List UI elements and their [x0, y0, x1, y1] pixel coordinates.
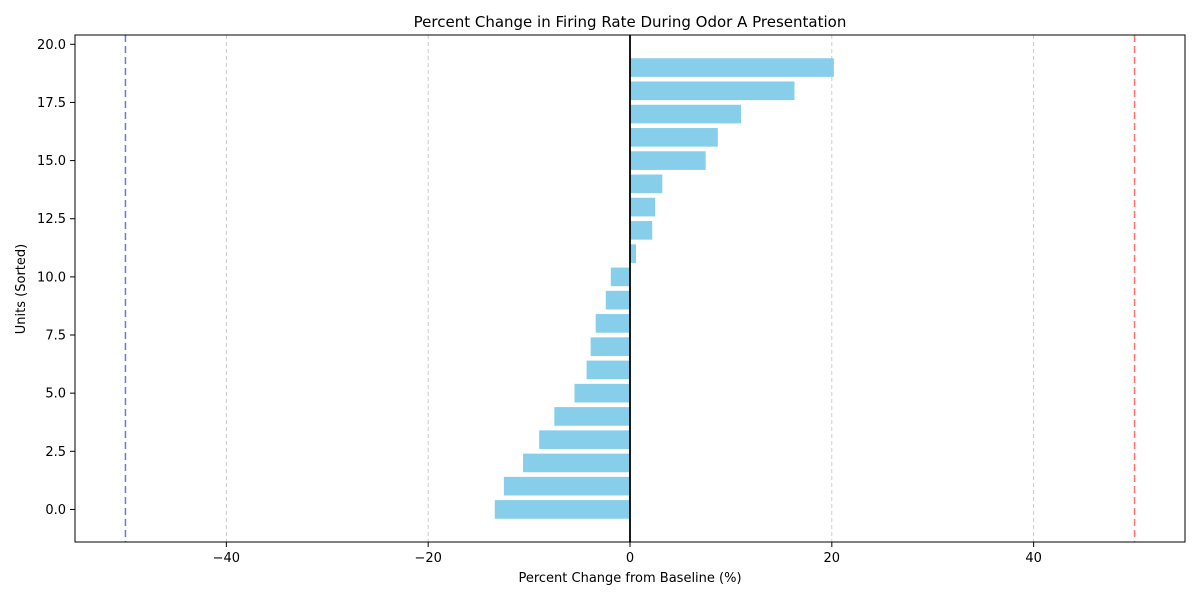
- bar-15: [630, 151, 706, 170]
- y-tick-label-2: 5.0: [45, 387, 66, 402]
- y-tick-label-3: 7.5: [45, 329, 66, 344]
- y-tick-label-0: 0.0: [45, 503, 66, 518]
- bar-13: [630, 197, 656, 217]
- x-tick-label-0: −40: [213, 551, 240, 566]
- bar-7: [590, 337, 630, 356]
- reference-lines: [124, 35, 1136, 542]
- y-tick-label-6: 15.0: [37, 154, 66, 169]
- x-axis-ticks: −40 −20 0 20 40: [213, 542, 1042, 566]
- chart-title: Percent Change in Firing Rate During Odo…: [414, 13, 847, 31]
- y-axis-label: Units (Sorted): [14, 244, 29, 334]
- bar-12: [630, 221, 653, 240]
- bar-10: [610, 267, 630, 287]
- bar-16: [630, 128, 718, 147]
- x-tick-label-4: 40: [1025, 551, 1042, 566]
- bar-0: [494, 500, 630, 519]
- bar-2: [523, 453, 630, 473]
- y-tick-label-1: 2.5: [45, 445, 66, 460]
- bar-18: [630, 81, 795, 101]
- bar-11: [630, 244, 637, 263]
- bar-8: [595, 314, 630, 333]
- x-tick-label-2: 0: [626, 551, 634, 566]
- x-axis-label: Percent Change from Baseline (%): [518, 571, 741, 586]
- bar-6: [586, 360, 630, 380]
- bars: [494, 58, 834, 519]
- y-tick-label-5: 12.5: [37, 212, 66, 227]
- x-tick-label-1: −20: [414, 551, 441, 566]
- x-tick-label-3: 20: [824, 551, 841, 566]
- bar-4: [554, 407, 630, 426]
- bar-14: [630, 174, 663, 194]
- bar-9: [605, 290, 630, 310]
- y-tick-label-4: 10.0: [37, 270, 66, 285]
- bar-1: [503, 476, 630, 496]
- bar-5: [574, 383, 630, 403]
- y-tick-label-8: 20.0: [37, 38, 66, 53]
- bar-3: [539, 430, 630, 449]
- y-axis-ticks: 0.0 2.5 5.0 7.5 10.0 12.5 15.0 17.5 20.0: [37, 38, 75, 518]
- y-tick-label-7: 17.5: [37, 96, 66, 111]
- bar-19: [630, 58, 834, 77]
- bar-17: [630, 104, 741, 124]
